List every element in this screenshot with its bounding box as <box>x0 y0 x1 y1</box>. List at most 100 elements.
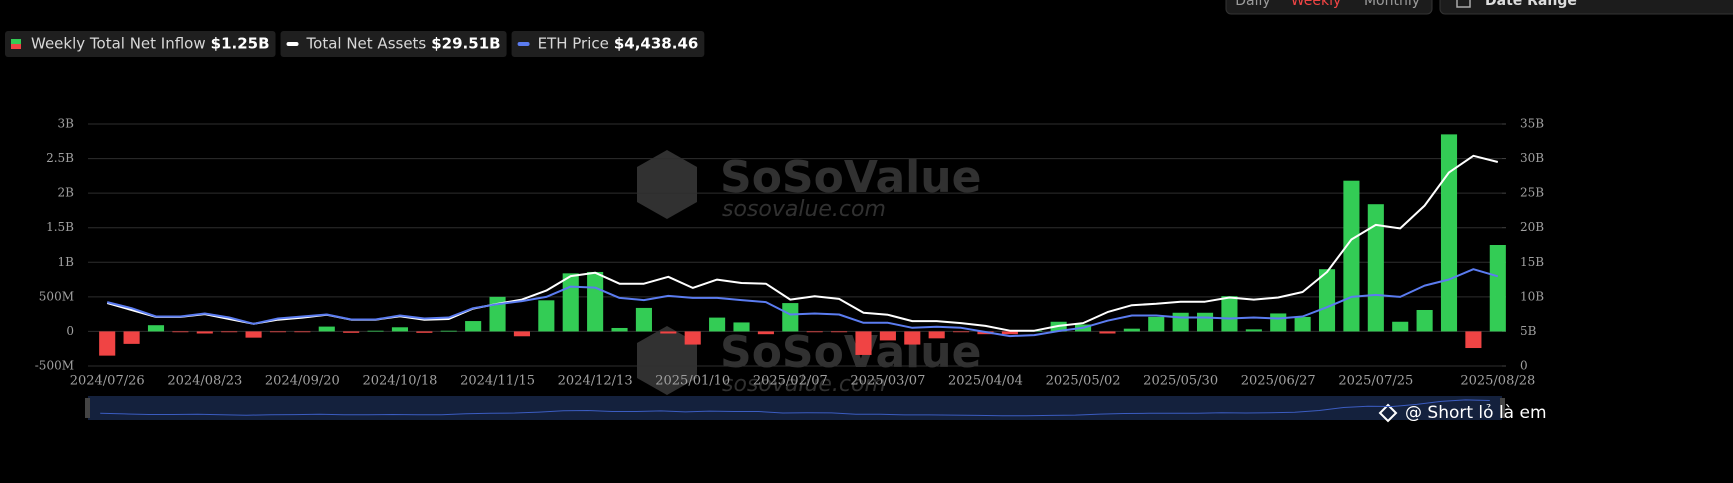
bar <box>782 303 799 332</box>
bar <box>99 331 116 356</box>
x-tick-label: 2024/08/23 <box>167 374 242 389</box>
bar <box>1001 331 1018 335</box>
y-tick-label: -500M <box>35 359 74 373</box>
y2-tick-label: 30B <box>1520 151 1544 165</box>
x-tick-label: 2025/02/07 <box>753 374 828 389</box>
legend-label: Total Net Assets <box>306 35 427 53</box>
navigator-handle[interactable] <box>85 398 90 418</box>
bar <box>465 321 482 332</box>
watermark-logo <box>637 326 697 395</box>
legend-background <box>511 31 705 57</box>
tab[interactable]: Weekly <box>1291 0 1342 9</box>
x-tick-label: 2024/09/20 <box>265 374 340 389</box>
navigator-handle[interactable] <box>1500 398 1505 418</box>
x-tick-label: 2024/10/18 <box>362 374 437 389</box>
calendar-icon <box>1456 0 1471 8</box>
legend-background <box>280 31 507 57</box>
x-tick-label: 2025/05/30 <box>1143 374 1218 389</box>
x-tick-label: 2025/04/04 <box>948 374 1023 389</box>
tab[interactable]: Monthly <box>1364 0 1420 9</box>
x-tick-label: 2024/11/15 <box>460 374 535 389</box>
bar <box>416 331 433 333</box>
bar <box>1221 296 1238 332</box>
bar <box>1148 316 1165 332</box>
legend-item[interactable]: Weekly Total Net Inflow $1.25B <box>5 31 276 57</box>
bar <box>1172 312 1189 332</box>
bar <box>538 300 555 332</box>
x-tick-label: 2024/07/26 <box>70 374 145 389</box>
legend-label: Weekly Total Net Inflow <box>31 35 206 53</box>
y-tick-label: 3B <box>58 117 75 131</box>
bar <box>904 331 921 345</box>
date-range-label[interactable]: Date Range <box>1485 0 1577 9</box>
y-tick-label: 1B <box>58 255 75 269</box>
bar <box>172 331 189 333</box>
legend-swatch <box>11 44 21 49</box>
bar <box>953 331 970 333</box>
legend-value: $29.51B <box>431 35 500 53</box>
y2-tick-label: 0 <box>1520 359 1528 373</box>
y2-tick-label: 35B <box>1520 117 1544 131</box>
y2-tick-label: 10B <box>1520 289 1544 303</box>
watermark-url: sosovalue.com <box>722 372 886 397</box>
y-tick-label: 500M <box>39 289 74 303</box>
bar <box>709 317 726 332</box>
date-range-button[interactable] <box>1439 0 1733 15</box>
bar <box>1099 331 1116 334</box>
bar <box>513 331 530 337</box>
navigator-line <box>100 399 1490 417</box>
bar <box>855 331 872 355</box>
bar <box>831 331 848 333</box>
legend-item[interactable]: ETH Price $4,438.46 <box>511 31 705 57</box>
footer-text: @ Short lỏ là em <box>1405 403 1547 423</box>
navigator[interactable] <box>88 396 1502 420</box>
bar <box>684 331 701 345</box>
x-tick-label: 2024/12/13 <box>558 374 633 389</box>
y2-tick-label: 20B <box>1520 220 1544 234</box>
legend-swatch <box>11 39 21 44</box>
bar <box>1343 180 1360 332</box>
bar <box>391 327 409 332</box>
bar <box>147 325 165 332</box>
bar <box>1440 134 1458 332</box>
bar <box>1294 316 1311 332</box>
watermark-logo <box>637 150 697 219</box>
bar <box>1245 329 1262 332</box>
x-tick-label: 2025/08/28 <box>1460 374 1535 389</box>
bar <box>806 331 823 333</box>
bar <box>318 326 335 332</box>
bar <box>660 331 677 334</box>
bar <box>1392 321 1409 332</box>
tab-group <box>1225 0 1433 15</box>
legend-item[interactable]: Total Net Assets $29.51B <box>280 31 507 57</box>
bar <box>562 273 579 332</box>
bar <box>245 331 262 338</box>
x-tick-label: 2025/05/02 <box>1046 374 1121 389</box>
bar <box>587 271 604 332</box>
bar <box>1270 313 1287 332</box>
bar <box>221 331 238 333</box>
bar <box>1489 245 1506 332</box>
x-tick-label: 2025/07/25 <box>1338 374 1413 389</box>
legend-value: $4,438.46 <box>614 35 698 53</box>
legend-swatch <box>286 42 299 46</box>
y-tick-label: 2.5B <box>46 151 74 165</box>
bar <box>196 331 213 334</box>
bar <box>635 307 652 332</box>
bar <box>294 331 311 333</box>
legend-label: ETH Price <box>538 35 609 53</box>
y-tick-label: 0 <box>66 324 74 338</box>
bar <box>367 330 384 332</box>
bar <box>757 331 774 335</box>
bar <box>1318 269 1336 332</box>
watermark-brand: SoSoValue <box>720 152 981 203</box>
bar <box>440 330 457 332</box>
y2-tick-label: 5B <box>1520 324 1537 338</box>
bar <box>1465 331 1482 349</box>
line <box>106 268 1499 338</box>
bar <box>343 331 360 333</box>
bar <box>123 331 140 344</box>
tab[interactable]: Daily <box>1235 0 1270 9</box>
x-tick-label: 2025/06/27 <box>1241 374 1316 389</box>
